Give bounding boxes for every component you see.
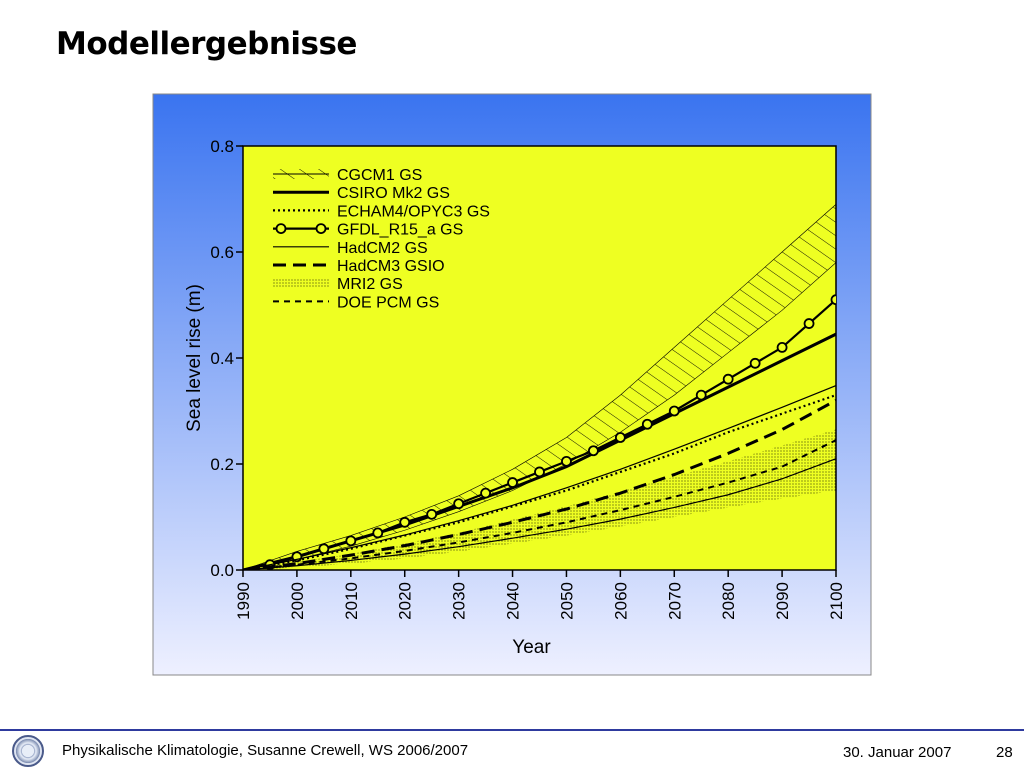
y-axis-label: Sea level rise (m) [184, 284, 205, 432]
legend-marker [275, 223, 287, 235]
data-point [399, 516, 411, 528]
data-point [345, 535, 357, 547]
legend-label: ECHAM4/OPYC3 GS [337, 203, 490, 220]
legend-label: GFDL_R15_a GS [337, 222, 463, 239]
data-point [534, 466, 545, 478]
x-tick-label: 2100 [827, 582, 846, 620]
series-band-mri2-gs-6 [243, 429, 836, 570]
data-point [561, 455, 572, 467]
x-tick-label: 2060 [611, 582, 630, 620]
y-tick-label: 0.2 [210, 455, 234, 474]
data-point [668, 405, 680, 417]
legend-marker [315, 223, 327, 235]
data-point [614, 432, 626, 443]
data-point [318, 543, 330, 555]
plot-area [242, 145, 837, 571]
data-point [803, 318, 815, 329]
data-point [480, 487, 491, 499]
x-tick-label: 2040 [504, 582, 523, 620]
footer-divider [0, 729, 1024, 731]
legend-label: CSIRO Mk2 GS [337, 185, 450, 202]
x-tick-label: 2050 [557, 582, 576, 620]
x-tick-label: 2000 [288, 582, 307, 620]
footer-date: 30. Januar 2007 [843, 744, 952, 761]
x-tick-label: 2080 [719, 582, 738, 620]
legend-label: MRI2 GS [337, 276, 403, 293]
x-tick-label: 2030 [450, 582, 469, 620]
series-line-gfdl-r15-a-gs-3 [269, 298, 836, 566]
series-line-echam4-opyc3-gs-2 [243, 394, 836, 570]
y-tick-label: 0.8 [210, 137, 234, 156]
footer-course: Physikalische Klimatologie, Susanne Crew… [62, 742, 469, 759]
legend-item-doe-pcm-gs: DOE PCM GS [273, 294, 439, 311]
data-point [507, 477, 518, 488]
x-axis-label: Year [512, 637, 551, 658]
data-point [426, 508, 438, 520]
legend-item-hadcm3-gsio: HadCM3 GSIO [273, 258, 445, 275]
y-tick-label: 0.6 [210, 243, 234, 262]
series-band-cgcm1-gs-0 [243, 203, 836, 570]
series-line-unnamed-8 [243, 458, 836, 570]
x-tick-label: 2020 [396, 582, 415, 620]
legend-item-csiro-mk2-gs: CSIRO Mk2 GS [273, 185, 450, 202]
data-point [776, 341, 788, 353]
university-seal-icon [12, 735, 44, 767]
legend-item-hadcm2-gs: HadCM2 GS [273, 240, 428, 257]
x-tick-label: 2090 [773, 582, 792, 620]
legend-item-echam4-opyc3-gs: ECHAM4/OPYC3 GS [273, 203, 490, 220]
x-tick-label: 2010 [342, 582, 361, 620]
x-tick-label: 2070 [665, 582, 684, 620]
data-point [722, 373, 734, 385]
legend-swatch [273, 278, 329, 289]
data-point [588, 445, 599, 457]
legend-label: DOE PCM GS [337, 294, 439, 311]
y-tick-label: 0.4 [210, 349, 234, 368]
legend-label: HadCM2 GS [337, 240, 428, 257]
x-tick-label: 1990 [234, 582, 253, 620]
data-point [749, 357, 761, 369]
data-point [453, 498, 465, 510]
series-line-hadcm2-gs-4 [243, 385, 836, 570]
slide-title: Modellergebnisse [56, 26, 357, 62]
legend-item-gfdl-r15-a-gs: GFDL_R15_a GS [273, 222, 463, 239]
data-point [830, 294, 836, 306]
data-point [695, 389, 707, 401]
legend-item-cgcm1-gs: CGCM1 GS [273, 167, 422, 184]
y-tick-label: 0.0 [210, 561, 234, 580]
data-point [372, 527, 384, 539]
legend-label: CGCM1 GS [337, 167, 422, 184]
data-point [641, 418, 653, 430]
legend-label: HadCM3 GSIO [337, 258, 445, 275]
page-number: 28 [996, 744, 1013, 761]
series-line-doe-pcm-gs-7 [243, 439, 836, 570]
legend-item-mri2-gs: MRI2 GS [273, 276, 403, 293]
